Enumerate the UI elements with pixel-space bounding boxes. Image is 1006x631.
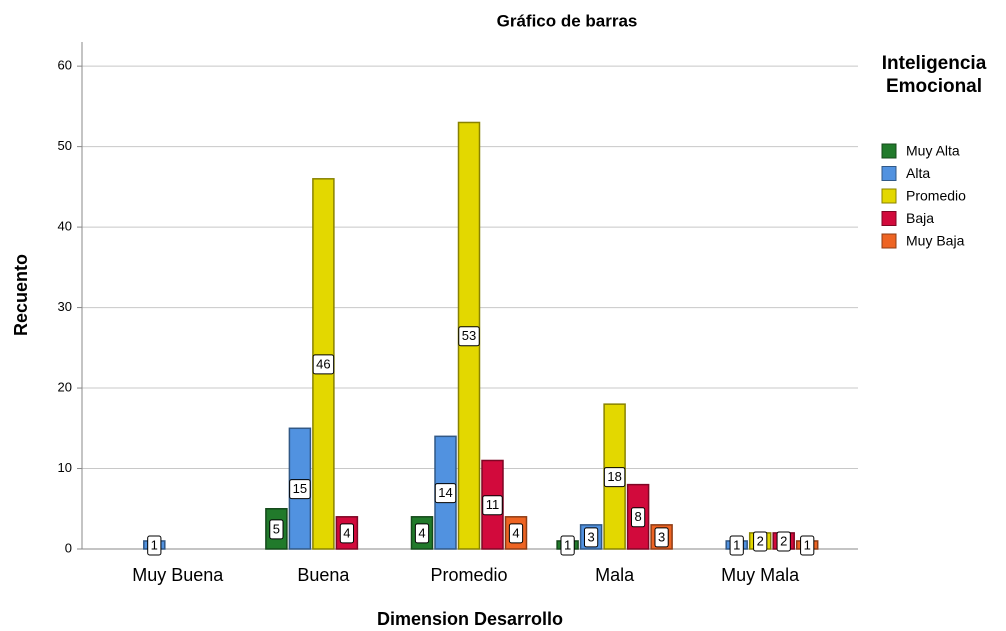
x-tick-label: Muy Mala bbox=[721, 565, 800, 585]
legend-swatch bbox=[881, 233, 897, 249]
y-tick-label: 0 bbox=[65, 540, 72, 555]
y-tick-label: 30 bbox=[58, 299, 72, 314]
legend-swatch bbox=[881, 166, 897, 181]
data-label-box bbox=[458, 326, 480, 347]
data-label-text: 14 bbox=[438, 485, 452, 500]
data-label: 1 bbox=[147, 535, 162, 556]
data-label-box bbox=[630, 507, 646, 528]
data-label-text: 1 bbox=[733, 537, 740, 552]
data-label-text: 8 bbox=[634, 509, 641, 524]
legend-swatch bbox=[881, 211, 897, 226]
data-label-box bbox=[603, 467, 626, 488]
data-label-text: 2 bbox=[780, 533, 787, 548]
data-label-text: 15 bbox=[293, 481, 307, 496]
data-label-text: 11 bbox=[486, 497, 500, 512]
x-tick-label: Promedio bbox=[430, 565, 507, 585]
data-label: 46 bbox=[312, 354, 335, 375]
data-label: 11 bbox=[482, 495, 503, 516]
data-label-box bbox=[147, 535, 162, 556]
legend-swatch bbox=[881, 188, 897, 204]
data-label: 15 bbox=[289, 479, 311, 500]
data-label-text: 1 bbox=[564, 537, 571, 552]
data-label: 8 bbox=[630, 507, 646, 528]
data-label: 53 bbox=[458, 326, 480, 347]
x-axis-label: Dimension Desarrollo bbox=[377, 609, 563, 629]
y-tick-label: 10 bbox=[58, 460, 72, 475]
data-label-text: 46 bbox=[316, 356, 330, 371]
data-label-text: 3 bbox=[658, 529, 665, 544]
data-label-text: 4 bbox=[343, 525, 350, 540]
y-tick-label: 60 bbox=[58, 58, 72, 73]
data-label-box bbox=[289, 479, 311, 500]
legend-swatch bbox=[881, 143, 897, 159]
y-tick-label: 40 bbox=[58, 219, 72, 234]
data-label-box bbox=[753, 531, 768, 552]
data-label-box bbox=[508, 523, 524, 544]
legend-label: Alta bbox=[906, 165, 930, 181]
data-label-text: 2 bbox=[757, 533, 764, 548]
data-label: 1 bbox=[729, 535, 744, 556]
data-label: 14 bbox=[434, 483, 457, 504]
data-label-box bbox=[339, 523, 355, 544]
x-tick-label: Buena bbox=[297, 565, 350, 585]
legend-label: Muy Baja bbox=[906, 233, 965, 249]
data-label-text: 4 bbox=[512, 525, 519, 540]
data-label-box bbox=[269, 519, 284, 540]
data-label-text: 5 bbox=[273, 521, 280, 536]
data-label: 2 bbox=[753, 531, 768, 552]
x-tick-label: Muy Buena bbox=[132, 565, 224, 585]
data-label-text: 18 bbox=[607, 469, 621, 484]
y-axis-label: Recuento bbox=[11, 254, 31, 336]
x-tick-label: Mala bbox=[595, 565, 635, 585]
data-label: 4 bbox=[508, 523, 524, 544]
data-label-text: 53 bbox=[462, 328, 476, 343]
data-label: 3 bbox=[654, 527, 669, 548]
data-label-box bbox=[434, 483, 457, 504]
data-label-box bbox=[560, 535, 575, 556]
legend-label: Baja bbox=[906, 210, 934, 226]
data-label: 5 bbox=[269, 519, 284, 540]
y-tick-label: 50 bbox=[58, 138, 72, 153]
data-label-box bbox=[482, 495, 503, 516]
y-tick-label: 20 bbox=[58, 379, 72, 394]
data-label: 4 bbox=[414, 523, 430, 544]
data-label: 18 bbox=[603, 467, 626, 488]
data-label: 4 bbox=[339, 523, 355, 544]
data-label: 3 bbox=[583, 527, 599, 548]
data-label: 2 bbox=[776, 531, 791, 552]
data-label-box bbox=[800, 535, 815, 556]
data-label-box bbox=[312, 354, 335, 375]
data-label-box bbox=[776, 531, 791, 552]
data-label-text: 3 bbox=[587, 529, 594, 544]
data-label-box bbox=[414, 523, 430, 544]
data-label-box bbox=[654, 527, 669, 548]
legend-title: Inteligencia Emocional bbox=[881, 53, 987, 97]
legend-label: Promedio bbox=[906, 188, 966, 204]
data-label-text: 1 bbox=[804, 537, 811, 552]
data-label: 1 bbox=[800, 535, 815, 556]
data-label: 1 bbox=[560, 535, 575, 556]
data-label-text: 1 bbox=[151, 537, 158, 552]
data-label-box bbox=[729, 535, 744, 556]
data-label-box bbox=[583, 527, 599, 548]
chart-title: Gráfico de barras bbox=[497, 11, 638, 30]
legend-label: Muy Alta bbox=[906, 143, 960, 159]
data-label-text: 4 bbox=[418, 525, 425, 540]
